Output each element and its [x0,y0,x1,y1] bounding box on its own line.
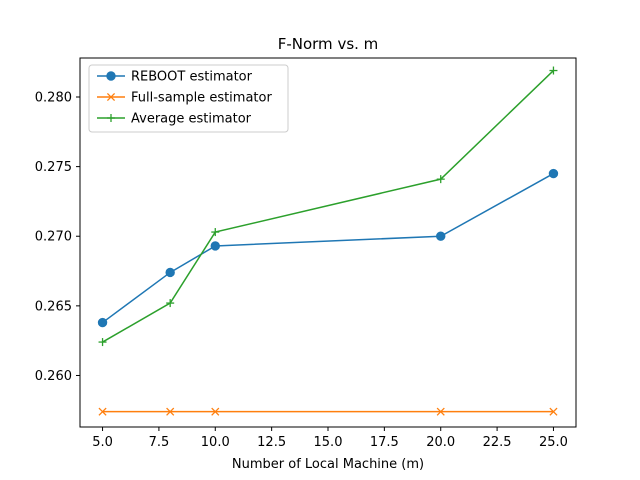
data-point [98,338,107,347]
x-tick-label: 7.5 [149,435,170,450]
legend-entry: REBOOT estimator [97,70,253,85]
data-point [436,407,445,416]
legend-box [88,64,289,133]
legend-label: Average estimator [131,112,252,127]
data-point [211,407,220,416]
y-tick-label: 0.260 [35,369,72,384]
data-point [436,231,446,241]
data-point [166,407,175,416]
x-tick-label: 10.0 [201,435,230,450]
x-tick-label: 20.0 [426,435,455,450]
x-axis-label: Number of Local Machine (m) [232,457,424,472]
y-axis: 0.260 0.265 0.270 0.275 0.280 [35,90,80,384]
data-point [98,407,107,416]
y-tick-label: 0.275 [35,160,72,175]
data-point [436,175,445,184]
y-tick-label: 0.265 [35,299,72,314]
y-tick-label: 0.270 [35,230,72,245]
data-point [166,299,175,308]
data-point [210,241,220,251]
data-point [548,168,559,179]
legend-entry: Full-sample estimator [97,91,272,106]
x-tick-label: 12.5 [257,435,286,450]
x-tick-label: 5.0 [92,435,113,450]
legend-marker [107,114,115,122]
series-2 [98,66,558,347]
data-point [549,407,558,416]
data-point [165,267,175,278]
legend-label: REBOOT estimator [131,70,253,85]
x-axis: 5.0 7.5 10.0 12.5 15.0 17.5 20.0 22.5 25.0 [92,427,568,450]
data-point [549,66,558,75]
y-tick-label: 0.280 [35,90,72,105]
legend-entry: Average estimator [97,112,252,127]
series-0 [97,168,559,328]
series-layer [97,66,559,416]
x-tick-label: 25.0 [539,435,568,450]
legend: REBOOT estimator Full-sample estimator Ave… [88,64,289,133]
x-tick-label: 15.0 [314,435,343,450]
chart-title: F-Norm vs. m [278,35,379,53]
data-point [211,228,220,237]
data-point [97,317,108,328]
x-tick-label: 17.5 [370,435,399,450]
legend-label: Full-sample estimator [131,91,272,106]
legend-marker [106,92,116,102]
series-1 [98,407,558,416]
legend-marker [106,71,116,81]
x-tick-label: 22.5 [483,435,512,450]
